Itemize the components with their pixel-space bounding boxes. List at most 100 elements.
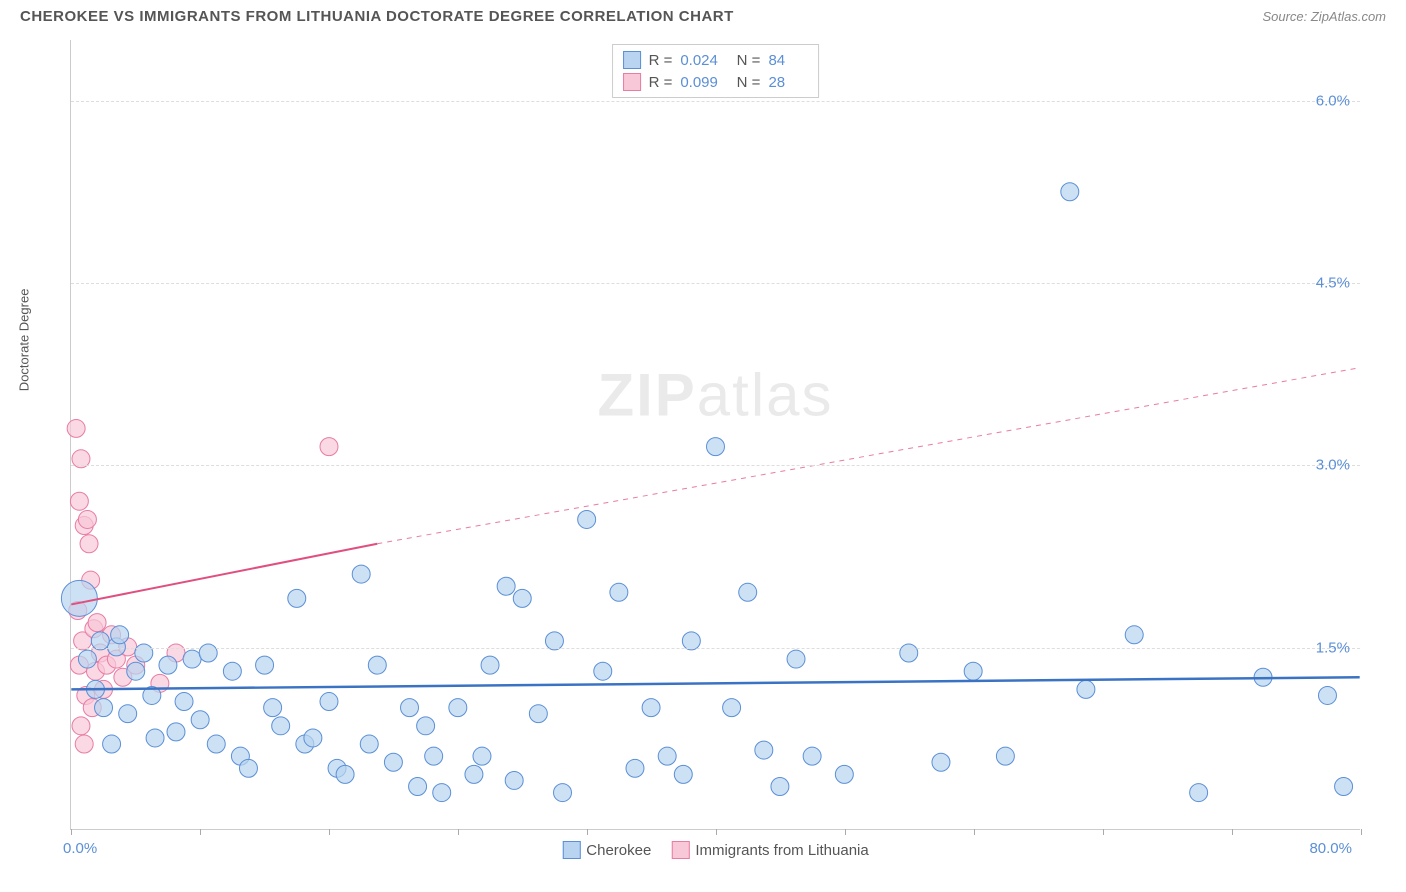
trend-line (71, 544, 377, 605)
scatter-point (996, 747, 1014, 765)
scatter-point (674, 765, 692, 783)
yaxis-title: Doctorate Degree (17, 289, 32, 392)
trend-line (377, 368, 1359, 544)
scatter-point (465, 765, 483, 783)
scatter-point (835, 765, 853, 783)
xtick (1103, 829, 1104, 835)
scatter-point (578, 510, 596, 528)
gridline (71, 101, 1360, 102)
scatter-point (175, 693, 193, 711)
scatter-point (425, 747, 443, 765)
scatter-point (320, 693, 338, 711)
scatter-point (739, 583, 757, 601)
scatter-point (1061, 183, 1079, 201)
scatter-point (755, 741, 773, 759)
xtick (845, 829, 846, 835)
stat-r-value: 0.099 (680, 74, 720, 91)
ytick-label: 4.5% (1316, 275, 1350, 292)
scatter-point (626, 759, 644, 777)
gridline (71, 465, 1360, 466)
scatter-point (320, 438, 338, 456)
legend-label: Immigrants from Lithuania (695, 842, 868, 859)
scatter-point (167, 723, 185, 741)
xtick (974, 829, 975, 835)
scatter-point (900, 644, 918, 662)
scatter-point (1190, 784, 1208, 802)
scatter-point (80, 535, 98, 553)
scatter-point (78, 650, 96, 668)
scatter-point (723, 699, 741, 717)
stat-n-value: 84 (768, 52, 808, 69)
scatter-point (70, 492, 88, 510)
scatter-point (707, 438, 725, 456)
xtick (329, 829, 330, 835)
scatter-point (67, 419, 85, 437)
scatter-point (223, 662, 241, 680)
ytick-label: 6.0% (1316, 92, 1350, 109)
legend-swatch (562, 841, 580, 859)
legend-item: Immigrants from Lithuania (671, 841, 868, 859)
xtick (587, 829, 588, 835)
scatter-point (505, 771, 523, 789)
gridline (71, 648, 1360, 649)
scatter-point (417, 717, 435, 735)
scatter-point (449, 699, 467, 717)
scatter-point (119, 705, 137, 723)
scatter-point (433, 784, 451, 802)
scatter-point (360, 735, 378, 753)
source-attribution: Source: ZipAtlas.com (1262, 9, 1386, 24)
scatter-point (95, 699, 113, 717)
scatter-point (409, 778, 427, 796)
scatter-point (288, 589, 306, 607)
scatter-point (932, 753, 950, 771)
scatter-point (803, 747, 821, 765)
scatter-point (1125, 626, 1143, 644)
scatter-point (191, 711, 209, 729)
scatter-point (610, 583, 628, 601)
scatter-point (207, 735, 225, 753)
correlation-stats-box: R = 0.024 N = 84 R = 0.099 N = 28 (612, 44, 820, 98)
xtick (458, 829, 459, 835)
scatter-point (127, 662, 145, 680)
scatter-point (1077, 680, 1095, 698)
stat-r-label: R = (649, 52, 673, 69)
scatter-point (473, 747, 491, 765)
scatter-point (264, 699, 282, 717)
ytick-label: 3.0% (1316, 457, 1350, 474)
scatter-point (159, 656, 177, 674)
legend-swatch (623, 51, 641, 69)
chart-container: Doctorate Degree ZIPatlas R = 0.024 N = … (50, 40, 1386, 830)
stat-n-label: N = (728, 52, 760, 69)
scatter-point (384, 753, 402, 771)
xaxis-max-label: 80.0% (1309, 840, 1352, 857)
scatter-point (481, 656, 499, 674)
scatter-point (594, 662, 612, 680)
scatter-point (304, 729, 322, 747)
scatter-point (72, 717, 90, 735)
scatter-point (352, 565, 370, 583)
ytick-label: 1.5% (1316, 639, 1350, 656)
gridline (71, 283, 1360, 284)
scatter-point (658, 747, 676, 765)
xtick (1232, 829, 1233, 835)
scatter-point (787, 650, 805, 668)
bottom-legend: Cherokee Immigrants from Lithuania (562, 841, 868, 859)
scatter-point (1335, 778, 1353, 796)
stat-n-value: 28 (768, 74, 808, 91)
stat-n-label: N = (728, 74, 760, 91)
scatter-point (368, 656, 386, 674)
stat-r-label: R = (649, 74, 673, 91)
xtick (1361, 829, 1362, 835)
scatter-point (103, 735, 121, 753)
stats-row: R = 0.099 N = 28 (623, 71, 809, 93)
scatter-point (554, 784, 572, 802)
scatter-point (964, 662, 982, 680)
xtick (71, 829, 72, 835)
xaxis-min-label: 0.0% (63, 840, 97, 857)
scatter-point (75, 735, 93, 753)
scatter-point (239, 759, 257, 777)
scatter-point (78, 510, 96, 528)
chart-title: CHEROKEE VS IMMIGRANTS FROM LITHUANIA DO… (20, 8, 734, 25)
stat-r-value: 0.024 (680, 52, 720, 69)
scatter-point (88, 614, 106, 632)
